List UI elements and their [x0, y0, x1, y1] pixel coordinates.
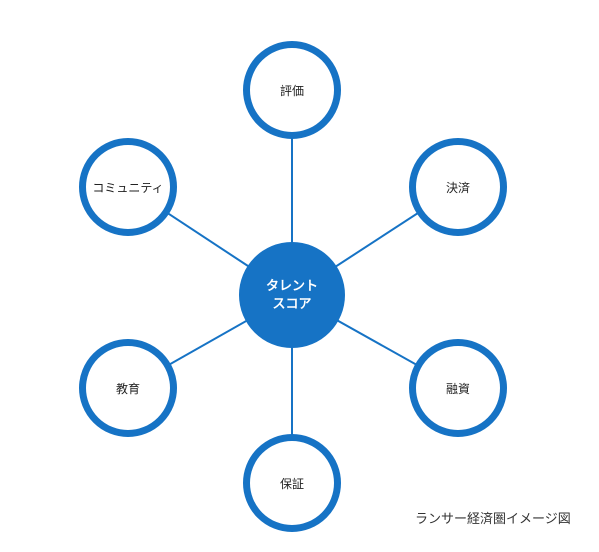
node-payment: 決済	[409, 138, 507, 236]
node-payment-label: 決済	[446, 179, 470, 196]
node-finance-label: 融資	[446, 380, 470, 397]
node-guarantee-label: 保証	[280, 475, 304, 492]
node-evaluation: 評価	[243, 41, 341, 139]
center-node-line1: タレント	[266, 278, 318, 293]
node-evaluation-label: 評価	[280, 82, 304, 99]
node-community-label: コミュニティ	[92, 179, 163, 196]
talent-score-diagram: 評価決済融資保証 教育 コミュニティタレント スコアランサー経済圏イメージ図	[0, 0, 599, 552]
node-education: 教育	[79, 339, 177, 437]
node-education-label: 教育	[116, 380, 140, 397]
node-guarantee: 保証	[243, 434, 341, 532]
node-finance: 融資	[409, 339, 507, 437]
diagram-caption: ランサー経済圏イメージ図	[415, 508, 571, 527]
center-node-line2: スコア	[272, 296, 311, 311]
node-community: コミュニティ	[79, 138, 177, 236]
center-node: タレント スコア	[239, 242, 345, 348]
